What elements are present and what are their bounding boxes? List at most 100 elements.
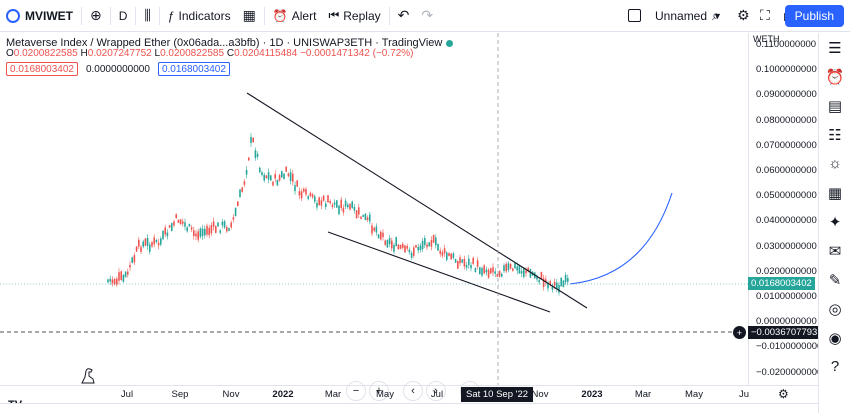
price-axis[interactable]: WETH: [748, 33, 818, 385]
templates-button[interactable]: ▦: [237, 0, 262, 32]
candle-body: [474, 267, 477, 273]
bottom-panel: [0, 403, 818, 413]
candle-body: [430, 240, 433, 247]
candle-body: [276, 179, 279, 186]
candle-body: [226, 227, 228, 232]
trendline-lower[interactable]: [327, 231, 551, 313]
candle-body: [208, 227, 210, 236]
zoom-in-button[interactable]: +: [369, 381, 389, 401]
candle-body: [364, 213, 367, 220]
redo-button[interactable]: ↷: [415, 0, 439, 32]
chart-type-button[interactable]: ⫼: [138, 0, 156, 32]
time-axis-label: May: [376, 389, 394, 400]
candle-body: [338, 205, 340, 215]
layout-menu-button[interactable]: Unnamed ▼: [622, 0, 728, 32]
candle-body: [485, 269, 488, 273]
time-axis[interactable]: Jul Sep Nov 2022 Mar May Jul Nov 2023 Mar May Ju Sa…: [0, 385, 818, 403]
candle-body: [322, 195, 325, 201]
ohlc-values: O0.0200822585 H0.0207247752 L0.020082258…: [6, 48, 414, 59]
undo-button[interactable]: ↶: [392, 0, 416, 32]
series-title: Metaverse Index / Wrapped Ether (0x06ada…: [6, 37, 443, 49]
axis-settings-button[interactable]: ⚙: [778, 387, 789, 401]
candle-body: [267, 172, 270, 180]
candle-body: [402, 243, 404, 248]
candle-body: [490, 268, 492, 274]
chart-pane[interactable]: Metaverse Index / Wrapped Ether (0x06ada…: [0, 33, 748, 411]
candle-body: [333, 202, 336, 205]
interval-button[interactable]: D: [113, 0, 134, 32]
candle-body: [483, 265, 485, 274]
candle-body: [439, 250, 441, 254]
change-value: −0.0001471342 (−0.72%): [300, 48, 414, 59]
series-legend[interactable]: Metaverse Index / Wrapped Ether (0x06ada…: [6, 37, 454, 49]
projection-curve[interactable]: [569, 192, 673, 285]
help-button[interactable]: ?: [819, 352, 850, 381]
candle-body: [373, 227, 375, 231]
candle-body: [124, 271, 127, 277]
data-window-button[interactable]: ☷: [819, 120, 850, 149]
compare-button[interactable]: ⊕: [84, 0, 108, 32]
candle-body: [410, 252, 413, 258]
candle-body: [201, 228, 204, 237]
candle-body: [448, 253, 450, 256]
candle-body: [120, 271, 122, 280]
chat-button[interactable]: ✉: [819, 236, 850, 265]
alerts-button[interactable]: ⏰: [819, 62, 850, 91]
ideas-button[interactable]: ✦: [819, 207, 850, 236]
candle-body: [505, 263, 507, 272]
candle-body: [314, 196, 316, 202]
candle-body: [122, 275, 125, 282]
candle-body: [371, 225, 373, 234]
candle-body: [351, 201, 353, 208]
candle-body: [274, 174, 276, 179]
watchlist-button[interactable]: ☰: [819, 33, 850, 62]
candle-body: [234, 207, 237, 217]
price-axis-label: 0.0800000000: [756, 114, 817, 126]
news-button[interactable]: ▤: [819, 91, 850, 120]
fullscreen-button[interactable]: ⛶: [754, 0, 776, 32]
candle-body: [179, 219, 182, 225]
candle-body: [129, 264, 131, 268]
candle-body: [281, 171, 283, 178]
candle-body: [454, 259, 457, 263]
candle-body: [300, 191, 303, 199]
candle-body: [171, 223, 173, 231]
replay-button[interactable]: ⏮ Replay: [322, 0, 386, 32]
candle-body: [479, 267, 481, 275]
candle-body: [221, 221, 224, 226]
scroll-left-button[interactable]: ‹: [403, 381, 423, 401]
crosshair-price-tag: −0.0036707793: [748, 326, 821, 339]
candle-body: [523, 268, 525, 277]
open-value: 0.0200822585: [13, 48, 78, 59]
indicators-button[interactable]: ƒ Indicators: [162, 0, 237, 32]
symbol-search-button[interactable]: MVIWET: [0, 0, 79, 32]
streams-button[interactable]: ◎: [819, 294, 850, 323]
candle-body: [272, 181, 274, 186]
zoom-out-button[interactable]: −: [346, 381, 366, 401]
settings-button[interactable]: ⚙: [731, 0, 756, 32]
hotlist-button[interactable]: ☼: [819, 149, 850, 178]
time-axis-label: Jul: [120, 389, 134, 400]
sell-button[interactable]: 0.0168003402: [6, 62, 78, 76]
close-value: 0.0204115484: [234, 48, 298, 59]
alert-button[interactable]: ⏰ Alert: [267, 0, 323, 32]
candle-body: [397, 244, 400, 250]
notifications-button[interactable]: ◉: [819, 323, 850, 352]
calendar-button[interactable]: ▦: [819, 178, 850, 207]
publish-button[interactable]: Publish: [784, 5, 844, 27]
chevron-right-icon: ›: [434, 385, 438, 397]
candle-body: [336, 200, 338, 208]
add-alert-icon[interactable]: +: [733, 326, 746, 339]
candle-body: [204, 228, 206, 236]
scroll-right-button[interactable]: ›: [426, 381, 446, 401]
chats-button[interactable]: ✎: [819, 265, 850, 294]
search-button[interactable]: ⌕: [706, 0, 726, 32]
price-chart[interactable]: [0, 33, 748, 385]
trendline-upper[interactable]: [246, 92, 588, 309]
candle-body: [516, 266, 518, 271]
candle-body: [395, 237, 397, 247]
high-value: 0.0207247752: [87, 48, 152, 59]
candle-body: [155, 240, 158, 243]
buy-button[interactable]: 0.0168003402: [157, 62, 230, 76]
